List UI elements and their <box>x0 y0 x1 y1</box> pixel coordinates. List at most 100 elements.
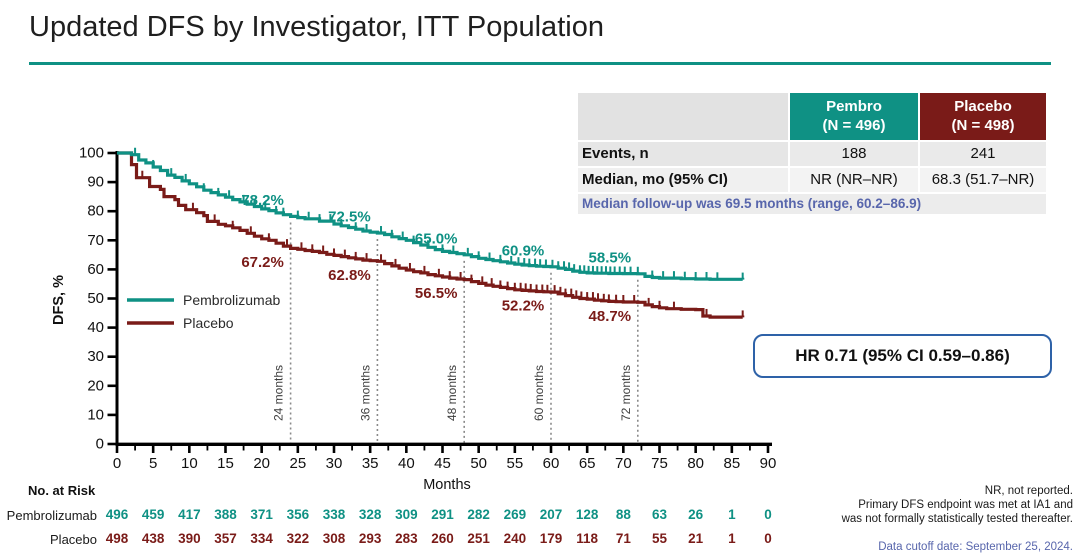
risk-value: 328 <box>358 507 382 522</box>
rate-label-pembrolizumab-48: 65.0% <box>415 230 458 247</box>
risk-value: 291 <box>431 507 454 522</box>
summary-table-corner-cell <box>578 93 788 140</box>
y-tick-label: 90 <box>87 174 104 191</box>
pembrolizumab-series: 78.2% 72.5% 65.0% 60.9% 58.5% <box>117 147 745 281</box>
events-placebo-value: 241 <box>920 142 1046 166</box>
risk-value: 128 <box>575 507 599 522</box>
y-tick-label: 10 <box>87 406 104 423</box>
risk-value: 21 <box>688 531 704 546</box>
x-tick-label: 30 <box>326 455 343 472</box>
y-tick-label: 20 <box>87 377 104 394</box>
milestone-label-48: 48 months <box>445 365 459 421</box>
x-tick-label: 20 <box>253 455 270 472</box>
risk-value: 88 <box>615 507 631 522</box>
summary-table-placebo-header: Placebo (N = 498) <box>920 93 1046 140</box>
risk-value: 459 <box>141 507 165 522</box>
risk-value: 207 <box>539 507 563 522</box>
x-tick-label: 65 <box>579 455 596 472</box>
title-underline <box>29 62 1051 65</box>
footnote-line: was not formally statistically tested th… <box>841 513 1073 525</box>
risk-value: 260 <box>431 531 454 546</box>
milestone-label-60: 60 months <box>532 365 546 421</box>
risk-value: 283 <box>395 531 418 546</box>
risk-value: 371 <box>250 507 273 522</box>
x-tick-label: 90 <box>760 455 777 472</box>
legend: Pembrolizumab Placebo <box>127 292 280 331</box>
hazard-ratio-text: HR 0.71 (95% CI 0.59–0.86) <box>795 346 1010 365</box>
x-tick-label: 40 <box>398 455 415 472</box>
rate-label-pembrolizumab-24: 78.2% <box>241 192 284 209</box>
risk-value: 388 <box>214 507 237 522</box>
x-tick-label: 70 <box>615 455 632 472</box>
x-tick-label: 45 <box>434 455 451 472</box>
rate-label-placebo-36: 62.8% <box>328 267 371 284</box>
x-tick-label: 10 <box>181 455 198 472</box>
risk-value: 71 <box>615 531 631 546</box>
placebo-curve <box>117 151 745 319</box>
milestone-lines: 24 months 36 months 48 months 60 months 72 m… <box>272 222 639 444</box>
risk-value: 498 <box>105 531 129 546</box>
risk-value: 356 <box>286 507 310 522</box>
summary-table-pembro-header: Pembro (N = 496) <box>790 93 918 140</box>
y-tick-label: 40 <box>87 319 104 336</box>
y-axis-title: DFS, % <box>51 275 67 325</box>
axes: 0 10 20 30 40 50 60 70 80 90 100 0 5 10 15 20 25 30 35 40 45… <box>51 145 776 494</box>
risk-value: 496 <box>105 507 129 522</box>
legend-label-placebo: Placebo <box>183 315 234 331</box>
x-tick-label: 5 <box>149 455 157 472</box>
risk-value: 0 <box>764 531 772 546</box>
risk-value: 390 <box>178 531 201 546</box>
risk-value: 63 <box>651 507 668 522</box>
y-tick-label: 50 <box>87 290 104 307</box>
x-tick-label: 25 <box>289 455 306 472</box>
rate-label-placebo-48: 56.5% <box>415 285 458 302</box>
y-tick-label: 30 <box>87 348 104 365</box>
risk-value: 1 <box>728 507 736 522</box>
page-title: Updated DFS by Investigator, ITT Populat… <box>29 11 604 43</box>
footnotes: NR, not reported. Primary DFS endpoint w… <box>842 484 1073 526</box>
x-tick-label: 0 <box>113 455 121 472</box>
milestone-label-72: 72 months <box>619 365 633 421</box>
risk-value: 118 <box>576 531 599 546</box>
risk-value: 282 <box>467 507 490 522</box>
x-tick-label: 35 <box>362 455 379 472</box>
rate-label-placebo-60: 52.2% <box>502 298 545 315</box>
y-tick-label: 60 <box>87 261 104 278</box>
risk-value: 0 <box>764 507 772 522</box>
rate-label-placebo-72: 48.7% <box>589 308 632 325</box>
risk-value: 322 <box>286 531 310 546</box>
events-pembro-value: 188 <box>790 142 918 166</box>
rate-label-pembrolizumab-36: 72.5% <box>328 209 371 226</box>
hazard-ratio-box: HR 0.71 (95% CI 0.59–0.86) <box>753 334 1052 378</box>
placebo-series: 67.2% 62.8% 56.5% 52.2% 48.7% <box>117 151 745 325</box>
x-tick-label: 75 <box>651 455 668 472</box>
risk-value: 293 <box>358 531 382 546</box>
x-axis-title: Months <box>423 477 471 493</box>
y-tick-label: 100 <box>79 145 104 162</box>
risk-table-title: No. at Risk <box>28 483 96 498</box>
rate-label-pembrolizumab-60: 60.9% <box>502 242 545 259</box>
x-tick-label: 80 <box>687 455 704 472</box>
y-tick-label: 70 <box>87 232 104 249</box>
pembrolizumab-curve <box>117 151 745 281</box>
pembro-header-name: Pembro <box>826 98 882 115</box>
x-tick-label: 50 <box>470 455 487 472</box>
footnote-line: NR, not reported. <box>984 485 1073 497</box>
x-tick-label: 85 <box>723 455 740 472</box>
risk-value: 334 <box>250 531 273 546</box>
risk-value: 309 <box>395 507 418 522</box>
risk-value: 417 <box>178 507 201 522</box>
y-tick-label: 0 <box>96 436 104 453</box>
milestone-label-36: 36 months <box>358 365 372 421</box>
placebo-header-n: (N = 498) <box>951 117 1015 134</box>
legend-label-pembrolizumab: Pembrolizumab <box>183 292 280 308</box>
risk-value: 55 <box>651 531 668 546</box>
risk-value: 179 <box>539 531 563 546</box>
median-row-label: Median, mo (95% CI) <box>578 168 788 192</box>
median-pembro-value: NR (NR–NR) <box>790 168 918 192</box>
y-tick-label: 80 <box>87 203 104 220</box>
risk-value: 438 <box>141 531 165 546</box>
risk-value: 251 <box>467 531 490 546</box>
